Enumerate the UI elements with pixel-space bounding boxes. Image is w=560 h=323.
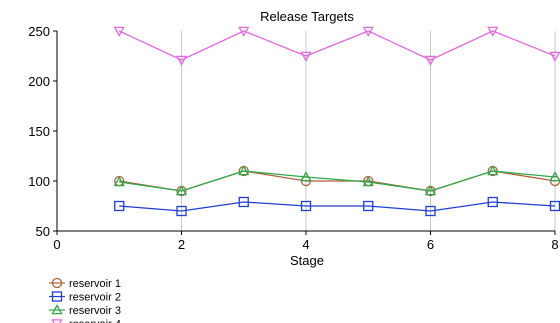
- series-2: [114, 196, 560, 217]
- legend-marker-4: [51, 319, 63, 323]
- y-tick-label-250: 250: [28, 24, 50, 39]
- x-tick-label-2: 2: [178, 237, 185, 252]
- y-tick-label-100: 100: [28, 174, 50, 189]
- legend-marker-3: [51, 304, 63, 315]
- series-4-point-3: [238, 26, 250, 37]
- y-tick-label-150: 150: [28, 124, 50, 139]
- legend-label-3: reservoir 3: [69, 305, 121, 317]
- series-3-point-3: [238, 165, 250, 176]
- series-4-point-5: [362, 26, 374, 37]
- series: [113, 26, 560, 217]
- legend-item-4: reservoir 4: [49, 319, 121, 323]
- x-tick-label-0: 0: [53, 237, 60, 252]
- y-tick-label-50: 50: [36, 224, 50, 239]
- legend-label-2: reservoir 2: [69, 292, 121, 304]
- series-2-line: [119, 201, 556, 212]
- y-tick-label-200: 200: [28, 74, 50, 89]
- series-3-point-2: [175, 185, 188, 196]
- x-tick-label-4: 4: [302, 237, 309, 252]
- series-3: [113, 165, 560, 196]
- legend-item-2: reservoir 2: [49, 291, 121, 304]
- x-axis-label: Stage: [290, 253, 324, 268]
- series-4-point-8: [549, 51, 560, 62]
- series-4: [113, 26, 560, 66]
- series-2-point-5: [363, 200, 374, 212]
- series-3-point-5: [362, 176, 374, 187]
- series-4-point-2: [175, 55, 188, 66]
- series-2-point-4: [300, 200, 312, 212]
- series-3-line: [119, 170, 556, 192]
- chart-title: Release Targets: [260, 9, 354, 24]
- series-3-point-1: [113, 176, 125, 187]
- legend-marker-2: [51, 291, 63, 302]
- legend-item-1: reservoir 1: [49, 277, 121, 290]
- x-tick-label-8: 8: [551, 237, 558, 252]
- series-4-point-1: [113, 26, 125, 37]
- series-2-point-1: [114, 200, 125, 212]
- legend-label-4: reservoir 4: [69, 319, 121, 323]
- series-3-point-6: [424, 185, 437, 196]
- series-3-point-8: [549, 171, 560, 182]
- series-2-point-7: [487, 196, 498, 208]
- legend-marker-1: [51, 277, 63, 289]
- series-2-point-3: [238, 196, 249, 208]
- series-4-point-4: [300, 51, 312, 62]
- legend-label-1: reservoir 1: [69, 278, 121, 290]
- series-3-point-7: [487, 165, 499, 176]
- axes: 50 100 150 200 250 0 2 4 6 8: [28, 24, 558, 252]
- series-2-point-2: [176, 205, 187, 217]
- series-4-point-6: [424, 55, 437, 66]
- series-4-line: [119, 30, 556, 61]
- x-tick-label-6: 6: [427, 237, 434, 252]
- legend-item-3: reservoir 3: [49, 304, 121, 317]
- series-2-point-6: [425, 205, 436, 217]
- series-4-point-7: [487, 26, 499, 37]
- series-3-point-4: [300, 171, 312, 182]
